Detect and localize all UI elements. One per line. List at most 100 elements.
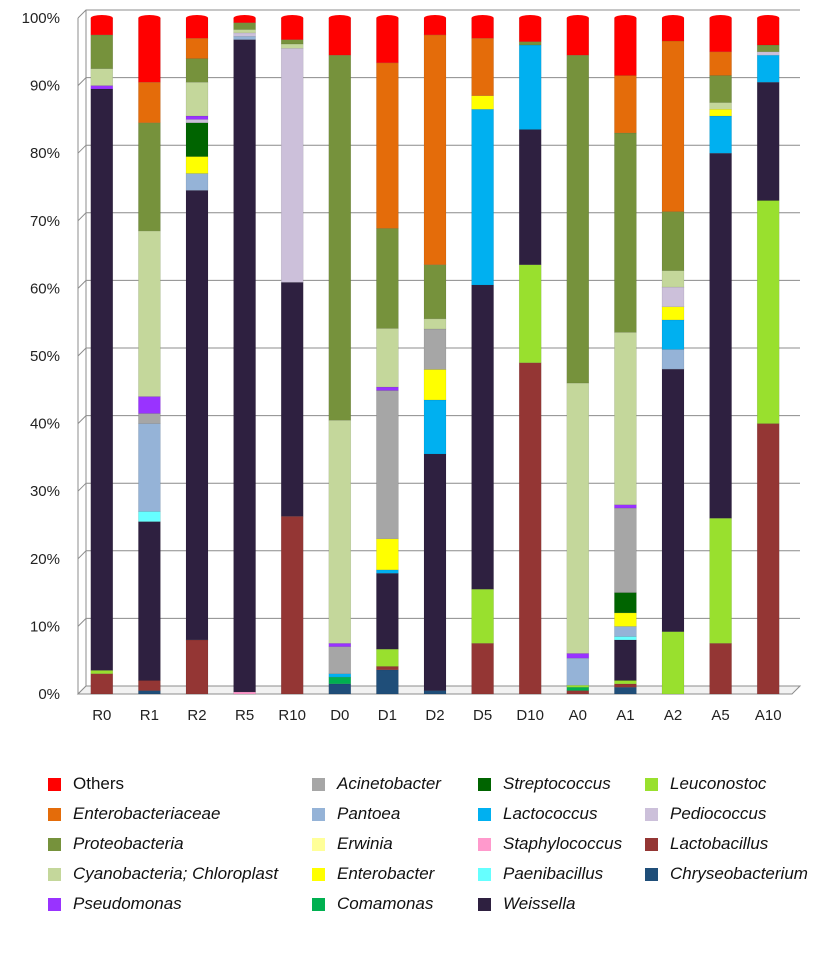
bar-segment-proteobacteria (614, 132, 637, 333)
bar-segment-cyanobacteria-chloroplast (280, 43, 304, 49)
legend-label: Chryseobacterium (670, 864, 808, 883)
bar-cap (90, 15, 113, 21)
legend-item-lactococcus: Lactococcus (478, 803, 598, 825)
bar-segment-enterobacter (709, 109, 732, 117)
bar-cap (186, 15, 208, 21)
bar-A2 (661, 15, 685, 695)
bar-segment-weissella (90, 88, 114, 671)
bar-segment-weissella (661, 368, 685, 632)
bar-segment-pseudomonas (90, 85, 114, 90)
bar-segment-pediococcus (185, 119, 209, 124)
legend-item-pantoea: Pantoea (312, 803, 400, 825)
bar-segment-others (280, 17, 304, 40)
x-tick-label: A5 (711, 707, 729, 724)
bar-cap (662, 15, 684, 21)
bar-cap (566, 15, 589, 21)
y-tick-label: 30% (30, 483, 60, 500)
bar-segment-others (138, 17, 161, 83)
bar-cap (519, 15, 542, 21)
bar-segment-enterobacteriaceae (471, 38, 494, 96)
bar-D0 (328, 15, 352, 695)
bar-segment-acinetobacter (138, 413, 161, 424)
bar-segment-others (614, 17, 637, 76)
legend-item-comamonas: Comamonas (312, 893, 433, 915)
bar-segment-paenibacillus (614, 636, 637, 641)
bar-segment-chryseobacterium (376, 669, 399, 695)
bar-segment-leuconostoc (566, 684, 590, 688)
bar-cap (376, 15, 399, 21)
bar-segment-pediococcus (661, 286, 685, 308)
y-tick-label: 60% (30, 280, 60, 297)
legend-label: Others (73, 774, 125, 793)
legend-item-chryseobacterium: Chryseobacterium (645, 863, 808, 885)
bar-segment-pantoea (185, 173, 209, 191)
legend-item-weissella: Weissella (478, 893, 575, 915)
bar-segment-enterobacteriaceae (661, 40, 685, 212)
legend-label: Erwinia (337, 834, 393, 853)
x-tick-label: R1 (140, 707, 159, 724)
stacked-bar-chart: 0% 10% 20% 30% 40% 50% 60% 70% 80% 90% 100% R0 R1 R2… (22, 9, 802, 724)
bar-D2 (423, 15, 447, 695)
bar-segment-others (661, 17, 685, 42)
legend-item-cyanobacteria-chloroplast: Cyanobacteria; Chloroplast (48, 863, 278, 885)
bar-D5 (471, 15, 494, 695)
bar-segment-enterobacteriaceae (614, 75, 637, 134)
bar-R2 (185, 15, 209, 695)
legend-label: Staphylococcus (503, 834, 623, 853)
bar-segment-proteobacteria (518, 41, 542, 46)
legend-label: Cyanobacteria; Chloroplast (73, 864, 279, 883)
bar-segment-leuconostoc (518, 264, 542, 364)
bar-segment-proteobacteria (566, 54, 590, 384)
bar-segment-pseudomonas (138, 396, 161, 414)
bar-segment-lactobacillus (614, 683, 637, 688)
bar-segment-weissella (233, 39, 256, 693)
bar-segment-lactococcus (471, 109, 494, 286)
bar-segment-proteobacteria (138, 122, 161, 232)
legend-swatch (645, 837, 658, 851)
legend-swatch (48, 867, 61, 881)
bar-segment-weissella (614, 639, 637, 681)
bar-segment-lactococcus (518, 44, 542, 130)
legend-label: Streptococcus (503, 774, 611, 793)
bar-segment-weissella (138, 521, 161, 681)
bar-segment-pantoea (233, 36, 256, 40)
bar-segment-proteobacteria (90, 34, 114, 69)
bar-cap (424, 15, 446, 21)
bar-cap (471, 15, 494, 21)
bar-segment-lactobacillus (185, 639, 209, 695)
bar-segment-pseudomonas (185, 115, 209, 120)
bar-segment-cyanobacteria-chloroplast (614, 332, 637, 505)
bar-cap (138, 15, 161, 21)
bar-D10 (518, 15, 542, 695)
bar-segment-proteobacteria (185, 58, 209, 83)
bar-segment-lactobacillus (566, 690, 590, 695)
y-tick-label: 10% (30, 618, 60, 635)
bar-segment-proteobacteria (376, 228, 399, 329)
x-tick-label: D1 (378, 707, 397, 724)
bar-segment-pseudomonas (376, 386, 399, 391)
legend-swatch (312, 777, 325, 791)
bar-D1 (376, 15, 399, 695)
bar-segment-chryseobacterium (138, 690, 161, 695)
bar-segment-comamonas (328, 676, 352, 685)
legend-item-pediococcus: Pediococcus (645, 803, 766, 825)
bar-segment-pantoea (661, 349, 685, 370)
x-tick-label: A10 (755, 707, 782, 724)
bar-segment-pantoea (614, 626, 637, 637)
bar-segment-lactococcus (756, 54, 780, 83)
bar-cap (757, 15, 780, 21)
y-tick-label: 50% (30, 348, 60, 365)
bar-R5 (233, 15, 256, 695)
bar-segment-lactobacillus (280, 516, 304, 695)
bar-segment-lactococcus (661, 319, 685, 350)
legend-item-staphylococcus: Staphylococcus (478, 833, 622, 855)
legend-item-proteobacteria: Proteobacteria (48, 833, 184, 855)
bar-segment-leuconostoc (90, 670, 114, 674)
bar-segment-chryseobacterium (423, 690, 447, 695)
x-tick-label: R0 (92, 707, 111, 724)
bar-segment-others (471, 17, 494, 39)
bar-segment-lactococcus (709, 115, 732, 154)
x-tick-label: A2 (664, 707, 682, 724)
bar-segment-lactobacillus (471, 643, 494, 695)
bar-segment-enterobacter (471, 95, 494, 110)
